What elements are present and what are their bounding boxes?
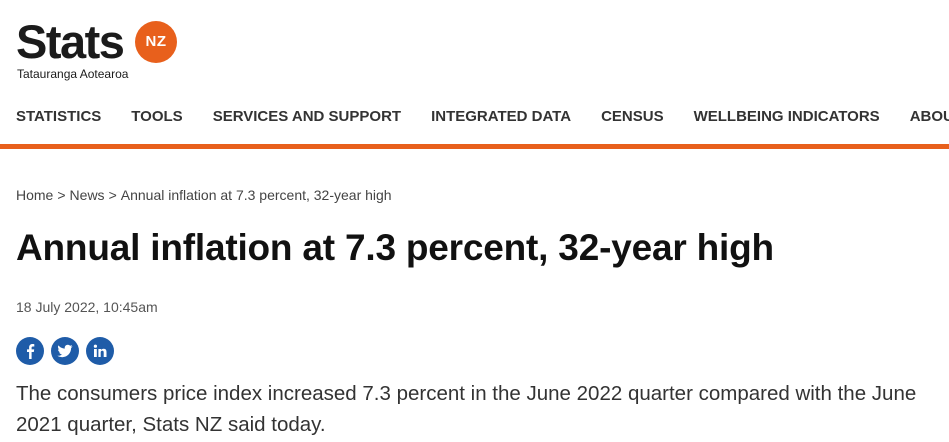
- site-header: Stats NZ Tatauranga Aotearoa STATISTICS …: [0, 0, 949, 149]
- breadcrumb-home[interactable]: Home: [16, 187, 54, 203]
- article-lead: The consumers price index increased 7.3 …: [16, 382, 917, 436]
- linkedin-share-button[interactable]: [86, 337, 114, 365]
- page-title: Annual inflation at 7.3 percent, 32-year…: [16, 227, 774, 268]
- nav-item-integrated-data[interactable]: INTEGRATED DATA: [431, 108, 572, 125]
- breadcrumb-separator: >: [57, 187, 66, 203]
- twitter-icon: [57, 344, 73, 358]
- main-nav: STATISTICS TOOLS SERVICES AND SUPPORT IN…: [0, 102, 949, 132]
- nav-divider: [0, 144, 949, 149]
- twitter-share-button[interactable]: [51, 337, 79, 365]
- logo-nz-badge: NZ: [135, 21, 177, 63]
- nav-item-statistics[interactable]: STATISTICS: [16, 108, 102, 125]
- facebook-share-button[interactable]: [16, 337, 44, 365]
- stats-nz-logo[interactable]: Stats NZ Tatauranga Aotearoa: [16, 16, 216, 86]
- facebook-icon: [23, 343, 37, 359]
- nav-item-tools[interactable]: TOOLS: [131, 108, 183, 125]
- breadcrumb-separator: >: [108, 187, 117, 203]
- breadcrumb: Home > News > Annual inflation at 7.3 percen…: [16, 186, 392, 204]
- nav-item-services-and-support[interactable]: SERVICES AND SUPPORT: [212, 108, 402, 125]
- linkedin-icon: [93, 344, 107, 358]
- nav-item-wellbeing-indicators[interactable]: WELLBEING INDICATORS: [693, 108, 880, 125]
- breadcrumb-news[interactable]: News: [69, 187, 105, 203]
- share-buttons: [16, 337, 114, 365]
- publish-date: 18 July 2022, 10:45am: [16, 299, 158, 315]
- breadcrumb-current: Annual inflation at 7.3 percent, 32-year…: [120, 187, 392, 203]
- nav-item-census[interactable]: CENSUS: [601, 108, 664, 125]
- nav-item-about[interactable]: ABOUT: [909, 108, 949, 125]
- logo-wordmark: Stats: [16, 15, 125, 68]
- logo-tagline: Tatauranga Aotearoa: [17, 67, 129, 81]
